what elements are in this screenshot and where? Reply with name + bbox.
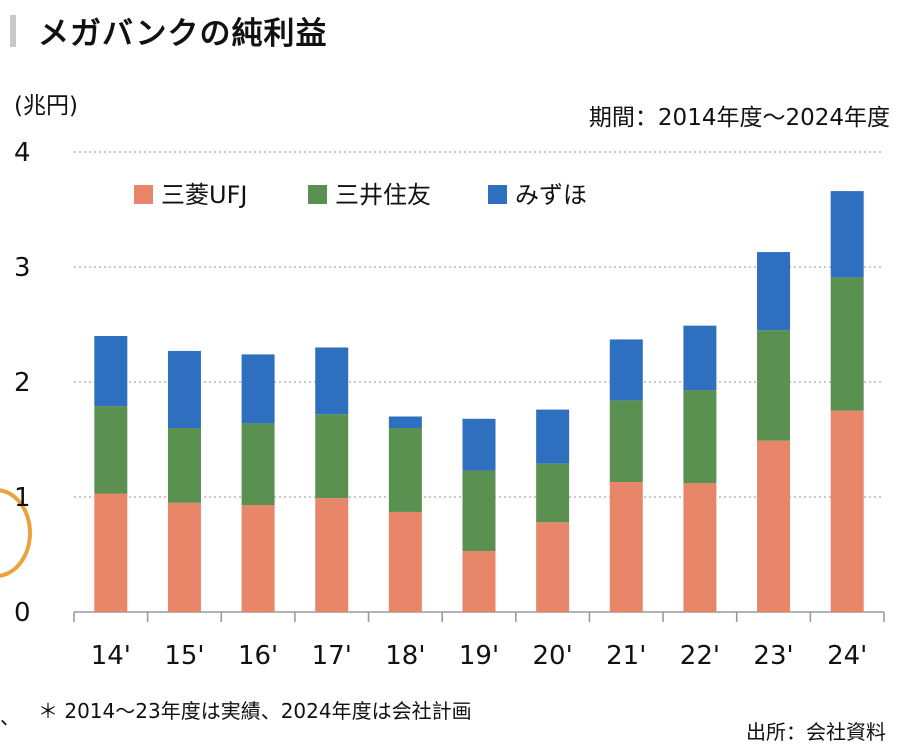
bar-segment [388,428,422,512]
bar-segment [462,418,496,471]
bar-segment [536,463,570,523]
legend-swatch [134,185,153,204]
y-tick-label: 2 [14,368,31,398]
bar-segment [167,428,201,503]
legend-swatch [308,185,327,204]
bar-segment [757,440,791,612]
bar-segment [315,498,349,612]
bar-segment [830,277,864,411]
x-tick-label: 16' [238,641,278,671]
edge-mark: 、 [0,705,20,729]
bar-segment [830,191,864,278]
x-tick-label: 21' [606,641,646,671]
y-tick-label: 4 [14,138,31,168]
x-tick-label: 18' [385,641,425,671]
bar-segment [609,400,643,483]
x-tick-label: 20' [533,641,573,671]
bar-segment [462,551,496,612]
bar-segment [388,511,422,612]
bar-segment [830,410,864,612]
period-label: 期間：2014年度～2024年度 [588,105,890,131]
bar-segment [315,347,349,415]
bar-segment [683,483,717,612]
y-tick-label: 0 [14,598,31,628]
legend-label: 三菱UFJ [161,181,247,209]
bar-segment [683,390,717,484]
bar-segment [167,502,201,612]
y-tick-label: 1 [14,483,31,513]
x-tick-label: 19' [459,641,499,671]
x-tick-label: 24' [827,641,867,671]
bar-segment [241,505,275,612]
bar-segment [536,522,570,612]
footnote: ＊ 2014～23年度は実績、2024年度は会社計画 [38,699,472,723]
bar-segment [241,354,275,424]
x-tick-label: 14' [91,641,131,671]
bar-segment [94,406,128,494]
x-tick-label: 15' [164,641,204,671]
bar-segment [536,409,570,464]
y-tick-label: 3 [14,253,31,283]
x-tick-label: 17' [312,641,352,671]
bar-segment [94,493,128,612]
y-axis-unit-label: (兆円) [14,93,78,119]
bar-segment [609,482,643,612]
bar-segment [757,252,791,331]
bar-segment [94,336,128,407]
x-tick-label: 23' [753,641,793,671]
title-accent-bar [10,15,16,47]
bar-segment [315,414,349,499]
legend-label: みずほ [515,181,587,209]
x-tick-label: 22' [680,641,720,671]
legend-swatch [488,185,507,204]
bar-segment [462,470,496,552]
source-label: 出所：会社資料 [746,720,886,744]
bar-segment [388,416,422,428]
bar-segment [609,339,643,401]
bar-segment [241,423,275,506]
bar-segment [683,325,717,391]
chart-title: メガバンクの純利益 [38,16,328,52]
bar-segment [167,350,201,428]
bar-segment [757,330,791,441]
legend-label: 三井住友 [335,181,431,209]
